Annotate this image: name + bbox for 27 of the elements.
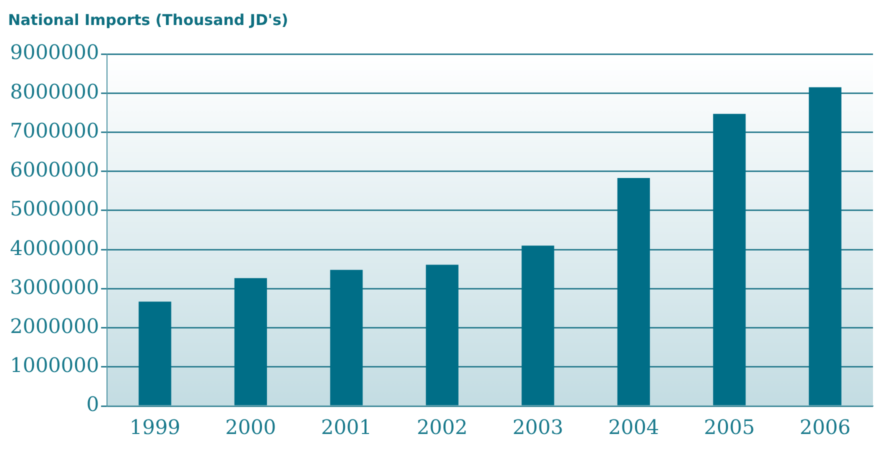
chart-title: National Imports (Thousand JD's): [8, 10, 288, 29]
y-tick-label: 9000000: [10, 40, 100, 64]
bar: [426, 264, 458, 406]
y-tick-label: 4000000: [10, 236, 100, 260]
y-tick-label: 1000000: [10, 353, 100, 378]
y-tick-label: 5000000: [10, 196, 100, 221]
y-tick-label: 0: [86, 392, 100, 416]
x-tick-label: 2001: [320, 415, 372, 440]
x-tick-label: 2003: [512, 415, 564, 440]
y-tick-label: 2000000: [10, 314, 100, 338]
y-tick-label: 3000000: [10, 274, 100, 299]
y-tick-label: 8000000: [10, 79, 100, 104]
x-tick-label: 2005: [704, 415, 755, 440]
x-tick-label: 1999: [129, 415, 180, 440]
y-tick-label: 6000000: [10, 158, 100, 182]
bar: [522, 246, 554, 406]
bar: [617, 178, 650, 406]
bar: [713, 114, 746, 406]
bar: [808, 87, 842, 406]
y-tick-label: 7000000: [10, 118, 100, 142]
x-tick-label: 2004: [608, 415, 660, 440]
x-tick-label: 2006: [800, 415, 851, 440]
x-tick-label: 2002: [416, 415, 468, 440]
bar: [330, 270, 363, 406]
bar: [138, 302, 172, 406]
bar: [234, 278, 267, 406]
x-tick-label: 2000: [225, 415, 276, 440]
